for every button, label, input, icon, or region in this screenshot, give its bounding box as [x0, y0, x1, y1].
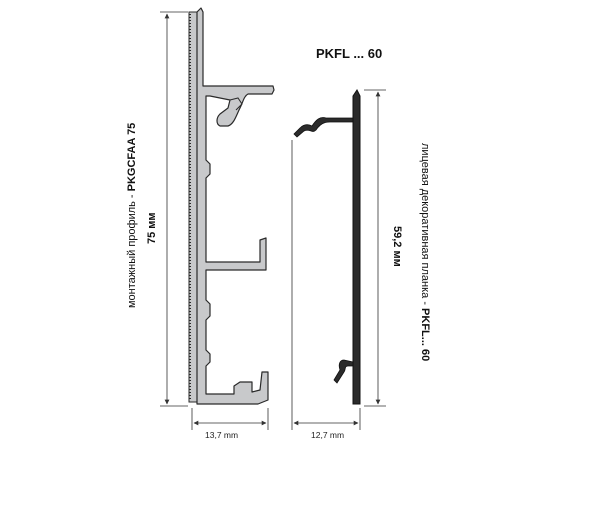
mounting-profile-body — [196, 7, 275, 405]
face-strip-bottom-clip — [333, 359, 354, 384]
height-dimension-59-2 — [364, 89, 386, 407]
mounting-profile-label: монтажный профиль - PKGCFAA 75 — [126, 123, 138, 308]
face-strip-prefix: лицевая декоративная планка - — [419, 143, 431, 309]
mounting-profile-drawing — [188, 7, 275, 405]
height-dimension-75 — [160, 11, 188, 407]
face-strip-label: лицевая декоративная планка - PKFL... 60 — [419, 143, 431, 361]
face-strip-top-clip — [293, 117, 354, 138]
mounting-profile-height: 75 мм — [146, 212, 158, 244]
diagram-title: PKFL ... 60 — [316, 46, 383, 61]
face-strip-height: 59,2 мм — [391, 226, 403, 267]
mounting-profile-code: PKGCFAA 75 — [126, 122, 138, 192]
mounting-profile-width: 13,7 mm — [205, 430, 239, 440]
width-dimension-12-7 — [291, 140, 361, 430]
face-strip-code: PKFL... 60 — [419, 308, 431, 362]
face-strip-plate — [352, 89, 361, 405]
mounting-profile-prefix: монтажный профиль - — [126, 191, 138, 308]
face-strip-width: 12,7 mm — [311, 430, 345, 440]
width-dimension-13-7 — [191, 408, 269, 430]
profile-hook-detail — [229, 97, 243, 111]
face-strip-drawing — [293, 89, 361, 405]
